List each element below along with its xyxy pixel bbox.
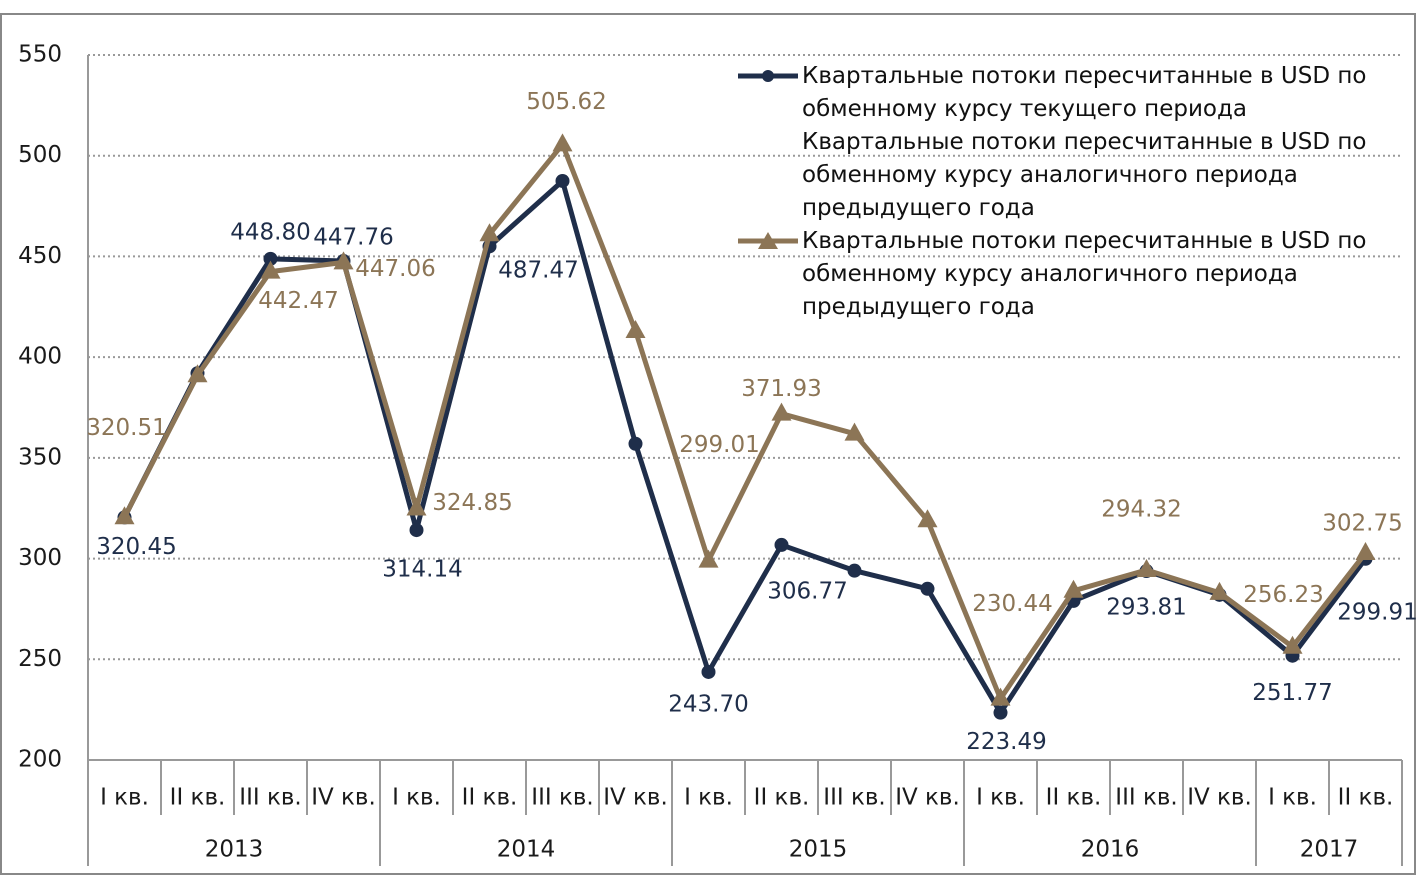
x-tick-label: II кв. [1046,785,1102,811]
y-tick-label: 250 [18,646,62,672]
data-label: 230.44 [972,591,1052,617]
point [114,506,135,525]
data-label: 505.62 [526,89,606,115]
point [555,173,570,188]
year-label: 2015 [789,837,848,863]
year-label: 2016 [1081,837,1140,863]
x-tick-label: III кв. [1115,785,1177,811]
legend-label: Квартальные потоки пересчитанные в USD п… [802,63,1367,122]
point [552,133,573,152]
x-tick-label: I кв. [100,785,149,811]
x-tick-label: III кв. [531,785,593,811]
legend-entry: Квартальные потоки пересчитанные в USD п… [738,225,1408,324]
data-label: 447.06 [355,256,435,282]
y-tick-label: 200 [18,747,62,773]
x-tick-label: IV кв. [1187,785,1252,811]
data-label: 299.91 [1337,599,1417,625]
data-label: 243.70 [668,691,748,717]
point [771,402,792,421]
y-tick-label: 300 [18,545,62,571]
chart-border [0,13,1416,875]
point [698,549,719,568]
x-tick-label: I кв. [976,785,1025,811]
data-label: 251.77 [1252,680,1332,706]
data-label: 320.51 [86,415,166,441]
year-label: 2014 [497,837,556,863]
series-line [122,141,1368,702]
x-tick-label: I кв. [684,785,733,811]
x-tick-label: III кв. [823,785,885,811]
point [1282,635,1303,654]
year-label: 2013 [205,837,264,863]
data-label: 371.93 [741,376,821,402]
point [1063,579,1084,598]
point [187,364,208,383]
x-tick-label: I кв. [1268,785,1317,811]
data-label: 442.47 [258,288,338,314]
point [263,251,278,266]
legend: Квартальные потоки пересчитанные в USD п… [738,60,1408,324]
point [847,563,862,578]
data-label: 223.49 [966,729,1046,755]
point [1209,581,1230,600]
data-label: 302.75 [1322,511,1402,537]
legend-entry: Квартальные потоки пересчитанные в USD п… [738,126,1408,225]
data-label: 487.47 [498,257,578,283]
point [260,260,281,279]
x-tick-label: II кв. [754,785,810,811]
data-label: 447.76 [313,224,393,250]
y-tick-label: 500 [18,142,62,168]
point [333,251,354,270]
point [993,705,1008,720]
x-tick-label: I кв. [392,785,441,811]
legend-swatch [738,70,798,82]
x-tick-label: IV кв. [311,785,376,811]
y-tick-label: 350 [18,444,62,470]
x-tick-label: IV кв. [895,785,960,811]
point [625,319,646,338]
point [479,223,500,242]
legend-label: Квартальные потоки пересчитанные в USD п… [802,228,1367,320]
y-tick-label: 450 [18,243,62,269]
data-label: 293.81 [1106,595,1186,621]
legend-swatch [738,232,798,249]
data-label: 448.80 [230,219,310,245]
point [920,581,935,596]
point [1136,559,1157,578]
point [844,422,865,441]
y-tick-label: 400 [18,344,62,370]
x-tick-label: II кв. [1338,785,1394,811]
x-tick-label: II кв. [462,785,518,811]
point [628,436,643,451]
year-label: 2017 [1300,837,1359,863]
point [917,509,938,528]
data-label: 294.32 [1101,497,1181,523]
point [406,497,427,516]
point [1355,542,1376,561]
data-label: 256.23 [1243,582,1323,608]
legend-entry: Квартальные потоки пересчитанные в USD п… [738,60,1408,126]
y-tick-label: 550 [18,42,62,68]
data-label: 299.01 [679,432,759,458]
point [409,523,424,538]
point [774,537,789,552]
data-label: 324.85 [432,490,512,516]
x-tick-label: II кв. [170,785,226,811]
legend-label: Квартальные потоки пересчитанные в USD п… [802,129,1367,221]
x-tick-label: III кв. [239,785,301,811]
x-tick-label: IV кв. [603,785,668,811]
data-label: 306.77 [767,578,847,604]
point [990,687,1011,706]
point [701,664,716,679]
data-label: 314.14 [382,557,462,583]
data-label: 320.45 [96,534,176,560]
